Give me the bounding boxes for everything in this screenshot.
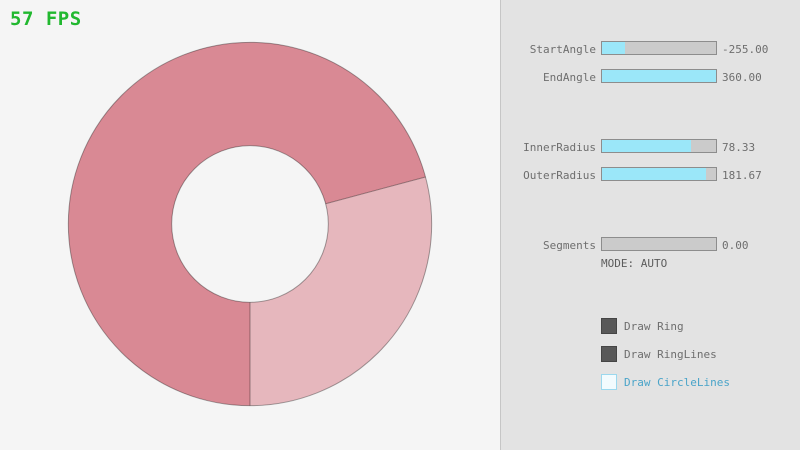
draw-ring-label: Draw Ring: [624, 319, 684, 333]
endangle-slider-fill: [602, 70, 716, 82]
startangle-row: StartAngle -255.00: [501, 41, 800, 56]
endangle-label: EndAngle: [543, 71, 596, 84]
innerradius-row: InnerRadius 78.33: [501, 139, 800, 154]
ring-sector-light: [250, 176, 432, 406]
draw-circlelines-label: Draw CircleLines: [624, 375, 730, 389]
ring-drawing: [67, 41, 433, 407]
mode-label: MODE: AUTO: [601, 257, 668, 270]
control-panel: StartAngle -255.00 EndAngle 360.00 Inner…: [500, 0, 800, 450]
segments-value: 0.00: [722, 239, 749, 252]
fps-counter: 57 FPS: [10, 8, 82, 30]
endangle-row: EndAngle 360.00: [501, 69, 800, 84]
ring-inner-outline: [171, 145, 329, 303]
draw-ringlines-label: Draw RingLines: [624, 347, 717, 361]
segments-label: Segments: [543, 239, 596, 252]
outerradius-value: 181.67: [722, 169, 762, 182]
ring-radial-line: [325, 176, 426, 205]
draw-ringlines-checkbox[interactable]: [601, 346, 617, 362]
innerradius-slider[interactable]: [601, 139, 717, 153]
outerradius-label: OuterRadius: [523, 169, 596, 182]
endangle-slider[interactable]: [601, 69, 717, 83]
startangle-slider[interactable]: [601, 41, 717, 55]
draw-ring-row: Draw Ring: [601, 318, 684, 334]
endangle-value: 360.00: [722, 71, 762, 84]
draw-circlelines-checkbox[interactable]: [601, 374, 617, 390]
startangle-value: -255.00: [722, 43, 769, 56]
outerradius-row: OuterRadius 181.67: [501, 167, 800, 182]
ring-outer-outline: [67, 41, 433, 407]
ring-sector-dark: [68, 42, 426, 406]
segments-slider[interactable]: [601, 237, 717, 251]
innerradius-value: 78.33: [722, 141, 756, 154]
outerradius-slider-fill: [602, 168, 706, 180]
innerradius-label: InnerRadius: [523, 141, 596, 154]
draw-ring-checkbox[interactable]: [601, 318, 617, 334]
startangle-slider-fill: [602, 42, 625, 54]
draw-ringlines-row: Draw RingLines: [601, 346, 717, 362]
startangle-label: StartAngle: [529, 43, 596, 56]
outerradius-slider[interactable]: [601, 167, 717, 181]
draw-circlelines-row: Draw CircleLines: [601, 374, 730, 390]
segments-row: Segments 0.00: [501, 237, 800, 252]
innerradius-slider-fill: [602, 140, 691, 152]
